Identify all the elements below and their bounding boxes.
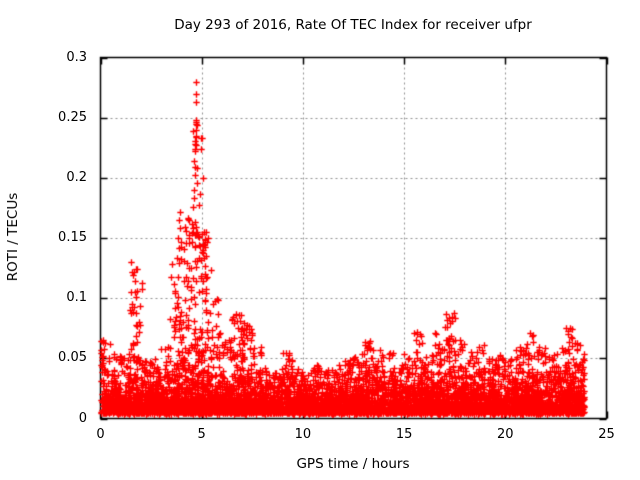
x-axis-label: GPS time / hours xyxy=(296,456,410,472)
y-tick-label: 0 xyxy=(78,410,87,426)
y-tick-label: 0.05 xyxy=(58,350,87,366)
y-tick-label: 0.1 xyxy=(66,290,87,306)
x-tick-label: 20 xyxy=(497,427,514,442)
x-tick-label: 15 xyxy=(395,427,413,442)
y-tick-label: 0.25 xyxy=(58,109,87,125)
chart-title: Day 293 of 2016, Rate Of TEC Index for r… xyxy=(174,17,532,33)
y-tick-label: 0.2 xyxy=(66,169,87,185)
x-tick-label: 5 xyxy=(197,427,206,442)
x-tick-label: 25 xyxy=(598,427,615,442)
y-tick-label: 0.3 xyxy=(66,49,87,65)
y-tick-label: 0.15 xyxy=(58,230,87,245)
x-tick-label: 0 xyxy=(96,427,105,442)
x-tick-label: 10 xyxy=(294,427,312,442)
